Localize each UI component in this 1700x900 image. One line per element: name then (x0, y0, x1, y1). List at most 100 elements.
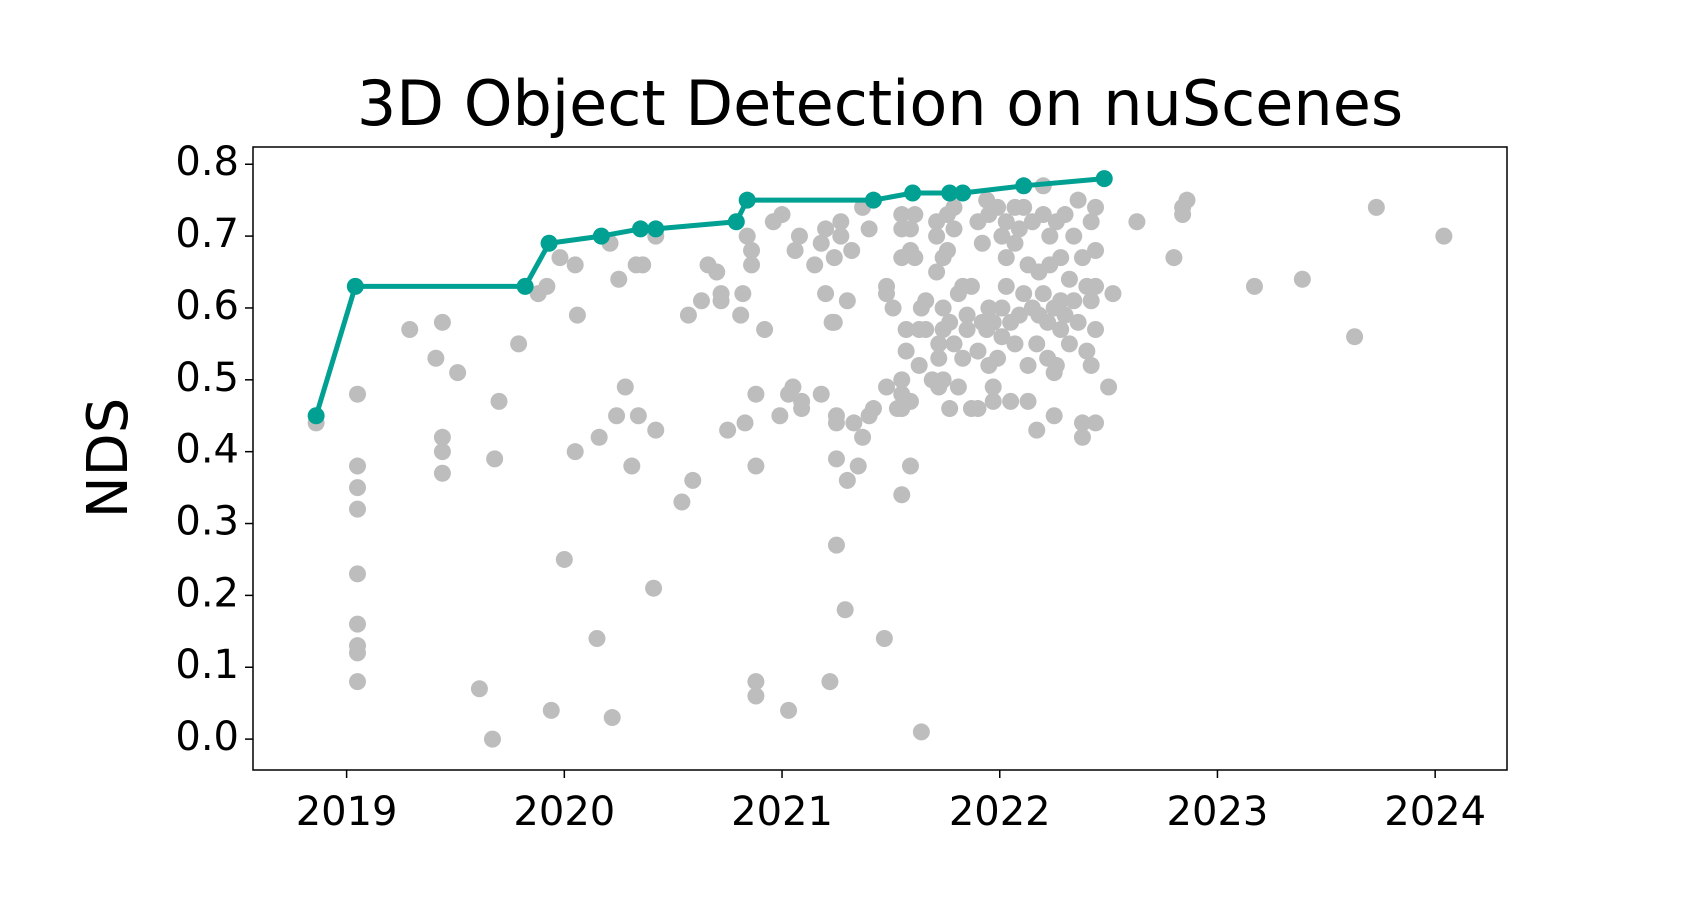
scatter-point (610, 270, 628, 288)
scatter-point (433, 313, 451, 331)
scatter-point (542, 701, 560, 719)
scatter-point (954, 349, 972, 367)
scatter-point (1293, 270, 1311, 288)
scatter-point (349, 500, 366, 518)
scatter-point (1082, 213, 1100, 231)
scatter-point (555, 550, 573, 568)
scatter-point (928, 227, 946, 245)
scatter-point (684, 471, 702, 489)
line-point (954, 184, 972, 202)
scatter-point (897, 342, 915, 360)
line-point (516, 277, 534, 295)
scatter-point (1065, 292, 1083, 310)
scatter-point (629, 407, 647, 425)
scatter-point (989, 349, 1007, 367)
scatter-point (1028, 421, 1046, 439)
scatter-point (734, 285, 752, 303)
scatter-point (1065, 227, 1083, 245)
scatter-point (780, 701, 798, 719)
scatter-point (1045, 407, 1063, 425)
scatter-point (349, 673, 366, 691)
scatter-point (827, 407, 845, 425)
scatter-point (784, 378, 802, 396)
scatter-point (1060, 270, 1078, 288)
scatter-point (551, 249, 569, 267)
scatter-point (1006, 234, 1024, 252)
scatter-point (719, 421, 737, 439)
scatter-point (1047, 356, 1065, 374)
scatter-point (747, 457, 765, 475)
scatter-point (349, 615, 366, 633)
scatter-point (483, 730, 501, 748)
scatter-point (1087, 321, 1105, 339)
scatter-point (1128, 213, 1146, 231)
x-tick-label: 2019 (296, 789, 398, 835)
y-axis-label: NDS (76, 398, 141, 519)
scatter-point (854, 428, 872, 446)
scatter-point (1087, 198, 1105, 216)
scatter-point (860, 220, 878, 238)
scatter-point (1073, 428, 1091, 446)
scatter-point (973, 234, 991, 252)
y-tick-label: 0.8 (175, 139, 239, 185)
scatter-point (1015, 198, 1033, 216)
scatter-point (1019, 356, 1037, 374)
scatter-point (917, 321, 935, 339)
line-point (864, 191, 882, 209)
x-tick-label: 2022 (949, 789, 1051, 835)
scatter-point (949, 378, 967, 396)
scatter-point (1082, 356, 1100, 374)
scatter-point (1010, 306, 1028, 324)
line-point (1015, 177, 1033, 195)
x-tick-label: 2023 (1167, 789, 1269, 835)
scatter-point (1019, 392, 1037, 410)
scatter-point (1052, 292, 1070, 310)
scatter-point (645, 579, 663, 597)
scatter-point (736, 414, 754, 432)
scatter-point (1165, 249, 1183, 267)
scatter-point (962, 277, 980, 295)
scatter-point (1069, 191, 1087, 209)
scatter-point (1082, 292, 1100, 310)
scatter-point (1073, 414, 1091, 432)
y-tick-label: 0.4 (175, 427, 239, 473)
line-point (727, 213, 745, 231)
line-point (1095, 170, 1113, 188)
scatter-point (1010, 220, 1028, 238)
scatter-point (1039, 313, 1057, 331)
scatter-point (490, 392, 508, 410)
scatter-point (984, 378, 1002, 396)
scatter-point (349, 565, 366, 583)
scatter-point (433, 443, 451, 461)
scatter-point (566, 256, 584, 274)
scatter-point (836, 601, 854, 619)
scatter-point (1056, 306, 1074, 324)
scatter-point (825, 249, 843, 267)
scatter-point (1178, 191, 1196, 209)
scatter-point (934, 371, 952, 389)
scatter-point (812, 385, 830, 403)
scatter-point (679, 306, 697, 324)
scatter-point (433, 464, 451, 482)
scatter-point (349, 644, 366, 662)
y-tick-label: 0.7 (175, 211, 239, 257)
scatter-point (993, 328, 1011, 346)
scatter-point (945, 220, 963, 238)
scatter-point (486, 450, 504, 468)
scatter-point (1060, 335, 1078, 353)
scatter-point (901, 392, 919, 410)
scatter-point (634, 256, 652, 274)
scatter-point (1002, 392, 1020, 410)
scatter-point (997, 249, 1015, 267)
scatter-point (1028, 335, 1046, 353)
scatter-point (930, 349, 948, 367)
scatter-point (941, 400, 959, 418)
scatter-point (743, 256, 761, 274)
scatter-point (827, 450, 845, 468)
scatter-point (875, 630, 893, 648)
scatter-point (906, 249, 924, 267)
scatter-point (401, 321, 419, 339)
scatter-point (603, 709, 621, 727)
scatter-point (692, 292, 710, 310)
scatter-point (1087, 414, 1105, 432)
